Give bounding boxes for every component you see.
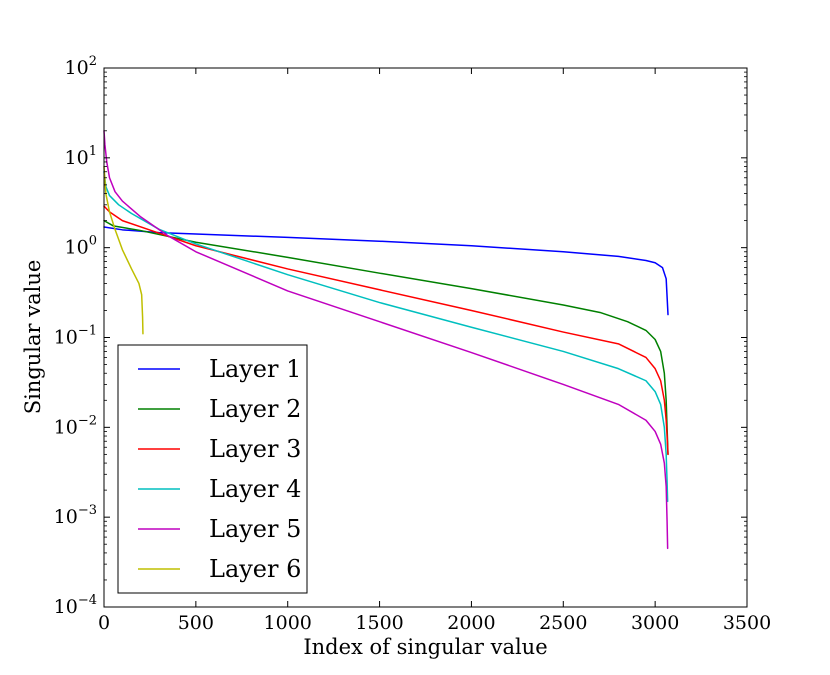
y-tick-base: 10 — [54, 596, 78, 618]
series-line-layer-5 — [103, 130, 669, 550]
y-tick-base: 10 — [54, 327, 78, 349]
x-tick-label: 500 — [178, 612, 214, 634]
x-tick-label: 0 — [98, 612, 110, 634]
legend-label-layer-2: Layer 2 — [209, 395, 301, 423]
legend: Layer 1 Layer 2 Layer 3 Layer 4 Layer 5 Layer… — [117, 344, 308, 594]
y-tick-exponent: −2 — [78, 413, 97, 428]
y-tick-base: 10 — [65, 57, 89, 79]
y-tick-label: 10−4 — [54, 593, 97, 618]
series-line-layer-1 — [103, 226, 669, 316]
x-tick-label: 2500 — [539, 612, 587, 634]
legend-label-layer-6: Layer 6 — [209, 555, 301, 583]
x-tick-label: 2000 — [447, 612, 495, 634]
y-tick-label: 101 — [65, 144, 97, 169]
y-tick-exponent: −3 — [78, 503, 97, 518]
y-tick-label: 10−3 — [54, 503, 97, 528]
series-line-layer-4 — [103, 171, 669, 503]
legend-label-layer-4: Layer 4 — [209, 475, 301, 503]
legend-label-layer-5: Layer 5 — [209, 515, 301, 543]
legend-label-layer-1: Layer 1 — [209, 355, 301, 383]
y-tick-label: 10−1 — [54, 324, 97, 349]
legend-box — [117, 344, 308, 594]
series-line-layer-6 — [103, 165, 144, 335]
y-tick-exponent: 0 — [89, 234, 97, 249]
y-tick-label: 10−2 — [54, 413, 97, 438]
x-tick-label: 3500 — [723, 612, 771, 634]
y-tick-base: 10 — [54, 416, 78, 438]
y-tick-exponent: 1 — [89, 144, 97, 159]
series-layer — [103, 130, 669, 550]
x-tick-label: 1000 — [264, 612, 312, 634]
y-axis-label: Singular value — [21, 260, 45, 415]
y-tick-base: 10 — [65, 147, 89, 169]
series-line-layer-3 — [103, 205, 669, 456]
ticks-layer: 0 500 1000 1500 2000 2500 3000 350010−410−310−2… — [54, 54, 772, 634]
y-tick-exponent: −4 — [78, 593, 97, 608]
y-tick-base: 10 — [54, 506, 78, 528]
y-tick-label: 100 — [65, 234, 97, 259]
x-axis-label: Index of singular value — [303, 635, 547, 659]
y-tick-label: 102 — [65, 54, 97, 79]
series-line-layer-2 — [103, 219, 669, 456]
legend-label-layer-3: Layer 3 — [209, 435, 301, 463]
x-tick-label: 1500 — [355, 612, 403, 634]
y-tick-exponent: −1 — [78, 324, 97, 339]
y-tick-exponent: 2 — [89, 54, 97, 69]
x-tick-label: 3000 — [631, 612, 679, 634]
y-tick-base: 10 — [65, 237, 89, 259]
